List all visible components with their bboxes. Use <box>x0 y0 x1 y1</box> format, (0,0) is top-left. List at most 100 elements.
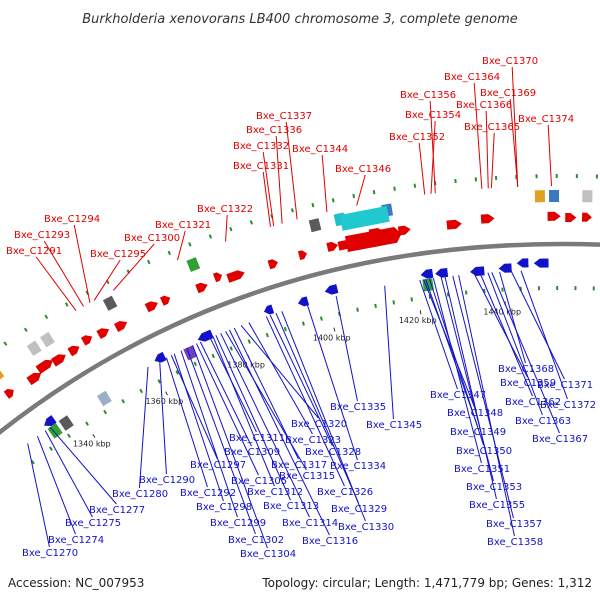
outer-guide-tick <box>44 314 49 320</box>
gene-label: Bxe_C1368 <box>498 364 554 375</box>
gene-label: Bxe_C1346 <box>335 164 391 175</box>
reverse-label-leader <box>306 303 358 461</box>
forward-label-leader <box>509 98 519 187</box>
gene-label: Bxe_C1347 <box>430 390 486 401</box>
gene-label: Bxe_C1329 <box>331 504 387 515</box>
outer-track <box>3 174 598 346</box>
gene-label: Bxe_C1313 <box>263 501 319 512</box>
inner-guide-tick <box>592 286 595 291</box>
forward-gene-arrow <box>480 214 495 224</box>
inner-guide-tick <box>356 307 359 312</box>
outer-guide-tick <box>474 177 477 182</box>
forward-gene-arrow <box>297 250 308 261</box>
inner-guide-tick <box>556 286 559 291</box>
feature-block <box>186 257 201 273</box>
scale-label: 1360 kbp <box>145 397 183 406</box>
reverse-gene-arrow <box>324 284 339 295</box>
feature-block <box>0 366 5 383</box>
outer-guide-tick <box>413 183 417 188</box>
reverse-gene-arrow <box>516 258 529 268</box>
reverse-label-leader <box>186 347 256 535</box>
inner-guide-tick <box>465 290 468 295</box>
gene-label: Bxe_C1328 <box>305 447 361 458</box>
forward-label-leader <box>93 259 121 301</box>
gene-label: Bxe_C1317 <box>271 460 327 471</box>
gene-label: Bxe_C1371 <box>537 380 593 391</box>
gene-label: Bxe_C1315 <box>279 471 335 482</box>
reverse-label-leader <box>44 430 93 518</box>
outer-guide-tick <box>555 174 558 179</box>
outer-guide-tick <box>249 220 253 225</box>
outer-guide-tick <box>331 198 335 203</box>
inner-guide-tick <box>193 361 197 367</box>
gene-label: Bxe_C1356 <box>400 90 456 101</box>
reverse-label-leader <box>265 316 345 487</box>
forward-label-leader <box>113 243 155 291</box>
reverse-label-leader <box>196 343 259 476</box>
feature-block <box>582 190 593 203</box>
reverse-label-leader <box>520 270 568 400</box>
forward-gene-arrow <box>267 259 279 270</box>
reverse-label-leader <box>165 357 208 488</box>
gene-label: Bxe_C1295 <box>90 249 146 260</box>
reverse-label-leader <box>423 279 475 408</box>
scale-tick <box>92 433 96 438</box>
reverse-label-leader <box>425 279 478 427</box>
forward-label-leader <box>225 214 228 242</box>
forward-gene-arrow <box>226 270 245 283</box>
reverse-label-leader <box>212 336 275 487</box>
gene-label: Bxe_C1291 <box>6 246 62 257</box>
inner-guide-tick <box>283 326 287 332</box>
gene-label: Bxe_C1374 <box>518 114 574 125</box>
reverse-gene-arrow <box>435 267 449 278</box>
gene-label: Bxe_C1304 <box>240 549 296 560</box>
reverse-label-leader <box>49 426 117 505</box>
inner-guide-tick <box>319 316 323 321</box>
forward-label-leader <box>511 66 519 187</box>
reverse-label-leader <box>228 329 330 536</box>
inner-guide-tick <box>175 370 179 375</box>
reverse-label-leader <box>233 327 299 460</box>
outer-guide-tick <box>535 174 538 179</box>
scale-tick <box>165 391 168 396</box>
gene-label: Bxe_C1292 <box>180 488 236 499</box>
reverse-gene-arrow <box>263 304 275 315</box>
reverse-label-leader <box>199 341 252 447</box>
forward-gene-arrow <box>3 388 14 399</box>
forward-gene-arrow <box>96 328 110 339</box>
feature-block <box>339 205 390 231</box>
gene-label: Bxe_C1280 <box>112 489 168 500</box>
gene-label: Bxe_C1323 <box>285 435 341 446</box>
gene-label: Bxe_C1326 <box>317 487 373 498</box>
gene-label: Bxe_C1299 <box>210 518 266 529</box>
reverse-label-leader <box>275 313 359 504</box>
reverse-label-leader <box>444 276 497 500</box>
feature-block <box>39 331 55 348</box>
forward-gene-arrow <box>581 212 592 222</box>
forward-label-leader <box>485 110 489 189</box>
inner-guide-tick <box>392 300 396 305</box>
inner-guide-tick <box>265 332 269 338</box>
forward-gene-arrow <box>80 335 93 346</box>
reverse-label-leader <box>452 275 514 519</box>
gene-labels: Bxe_C1291 Bxe_C1293 Bxe_C1294 Bxe_C1295 Bxe_… <box>6 56 596 560</box>
reverse-gene-arrow <box>197 329 214 342</box>
gene-label: Bxe_C1294 <box>44 214 100 225</box>
inner-guide-tick <box>139 388 144 394</box>
inner-guide-tick <box>229 346 233 351</box>
forward-gene-arrow <box>195 282 208 294</box>
gene-label: Bxe_C1297 <box>190 460 246 471</box>
reverse-label-leader <box>432 278 482 464</box>
reverse-label-leader <box>473 273 528 378</box>
outer-guide-tick <box>23 327 28 333</box>
gene-label: Bxe_C1370 <box>482 56 538 67</box>
reverse-label-leader <box>215 335 291 501</box>
outer-guide-tick <box>208 234 213 239</box>
forward-gene-arrow <box>326 241 339 252</box>
gene-label: Bxe_C1312 <box>247 487 303 498</box>
inner-guide-tick <box>103 409 108 415</box>
reverse-label-leader <box>384 285 394 420</box>
gene-label: Bxe_C1354 <box>405 110 461 121</box>
gene-label: Bxe_C1332 <box>233 141 289 152</box>
